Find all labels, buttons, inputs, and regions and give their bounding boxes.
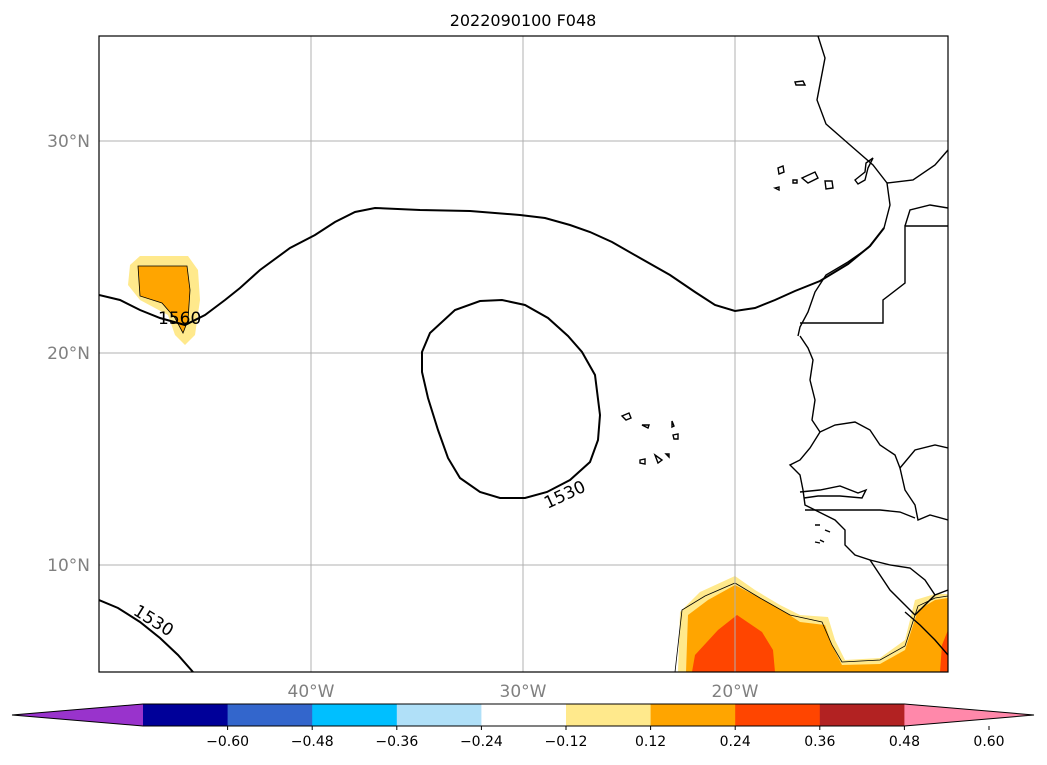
lon-label: 20°W	[712, 682, 759, 702]
colorbar-tick-label: −0.24	[460, 734, 503, 750]
field-outline	[137, 265, 191, 334]
colorbar-swatch	[566, 704, 652, 726]
shaded-area-dark	[692, 615, 775, 672]
field-outline	[674, 582, 948, 672]
colorbar-swatch	[227, 704, 313, 726]
colorbar-swatch	[650, 704, 736, 726]
lat-label: 20°N	[47, 344, 90, 364]
colorbar-tick-label: −0.48	[291, 734, 334, 750]
colorbar-tick-label: 0.24	[720, 734, 751, 750]
coastlines	[620, 36, 948, 656]
contour-line	[99, 206, 885, 327]
colorbar-tick-label: −0.36	[375, 734, 418, 750]
graticule	[99, 36, 948, 672]
colorbar-tick-label: 0.60	[973, 734, 1004, 750]
contour-line	[421, 298, 602, 499]
colorbar-swatch	[312, 704, 398, 726]
colorbar-swatch	[143, 704, 229, 726]
colorbar-tick-label: 0.48	[889, 734, 920, 750]
colorbar-tick-label: 0.12	[635, 734, 666, 750]
colorbar: −0.60 −0.48 −0.36 −0.24 −0.12 0.12 0.24 0.36 0.4…	[11, 703, 1035, 750]
map-frame	[98, 35, 949, 673]
lat-label: 30°N	[47, 132, 90, 152]
colorbar-extend-max	[904, 704, 1034, 726]
contour-label: 1560	[158, 309, 201, 329]
lat-label: 10°N	[47, 556, 90, 576]
colorbar-swatch	[819, 704, 905, 726]
contour-line	[99, 599, 194, 672]
colorbar-swatch	[396, 704, 482, 726]
colorbar-tick-label: −0.12	[545, 734, 588, 750]
lon-label: 30°W	[500, 682, 547, 702]
lon-label: 40°W	[288, 682, 335, 702]
colorbar-swatch	[735, 704, 821, 726]
shaded-area-mid	[138, 266, 190, 333]
colorbar-outline	[11, 703, 1035, 727]
colorbar-tick-label: 0.36	[804, 734, 835, 750]
colorbar-swatch	[481, 704, 567, 726]
colorbar-tick-label: −0.60	[206, 734, 249, 750]
colorbar-extend-min	[12, 704, 143, 726]
map-title: 2022090100 F048	[450, 11, 597, 30]
